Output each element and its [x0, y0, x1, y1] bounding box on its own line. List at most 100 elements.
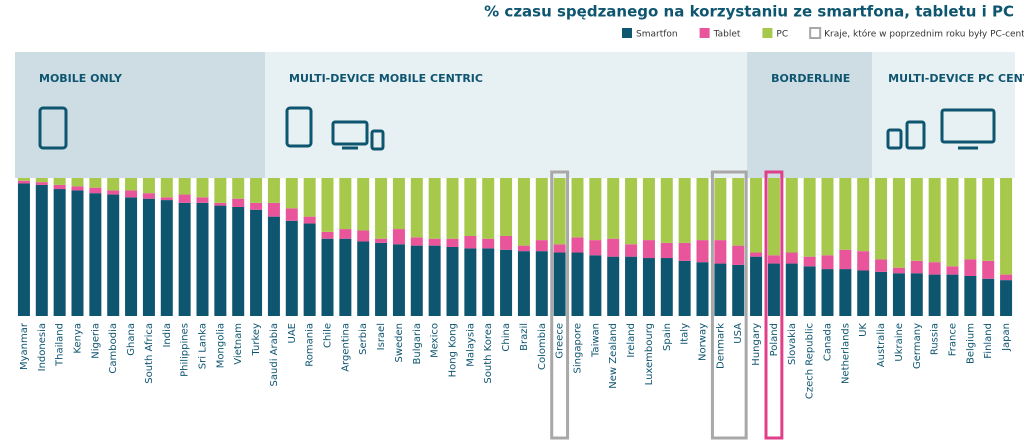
x-tick-label: China [501, 323, 512, 352]
x-tick-label: Canada [823, 323, 834, 361]
bar-segment [428, 245, 441, 316]
bar-segment [160, 197, 173, 201]
bar-segment [500, 249, 513, 316]
x-tick-label: Greece [555, 323, 566, 359]
segment-label: MOBILE ONLY [39, 72, 123, 85]
bar-segment [678, 242, 691, 261]
bar-segment [964, 259, 977, 276]
x-tick-label: UK [858, 323, 869, 337]
bar-segment [785, 252, 798, 264]
bar-segment [750, 256, 763, 316]
x-tick-label: Hong Kong [448, 323, 459, 377]
bar-segment [392, 229, 405, 245]
bar-segment [214, 205, 227, 316]
x-tick-label: Bulgaria [412, 323, 423, 364]
bar-segment [339, 238, 352, 316]
bar-segment [142, 193, 155, 199]
bar-segment [71, 186, 84, 191]
bar-segment [160, 178, 173, 198]
x-tick-label: Chile [323, 323, 334, 348]
bar-segment [89, 193, 102, 316]
bar-segment [17, 183, 30, 316]
x-tick-label: Argentina [340, 323, 351, 372]
bar-segment [642, 258, 655, 316]
bar-segment [482, 238, 495, 249]
bar-segment [303, 178, 316, 217]
legend-outline-swatch [809, 27, 822, 39]
x-tick-label: Colombia [537, 323, 548, 370]
bar-segment [732, 245, 745, 265]
bar-segment [410, 178, 423, 238]
bar-segment [464, 248, 477, 316]
bar-segment [910, 260, 923, 274]
bar-segment [125, 178, 138, 191]
bar-segment [1000, 274, 1013, 281]
bar-segment [482, 248, 495, 316]
outline-box [764, 170, 784, 440]
bar-segment [857, 178, 870, 252]
bar-segment [464, 178, 477, 236]
bar-segment [571, 178, 584, 238]
x-tick-label: Turkey [251, 323, 262, 357]
bar-segment [660, 258, 673, 316]
bar-segment [125, 197, 138, 316]
x-tick-label: Myanmar [19, 322, 30, 370]
x-tick-label: Luxembourg [644, 323, 655, 385]
bar-segment [446, 247, 459, 316]
bar-segment [232, 198, 245, 207]
bar-segment [410, 237, 423, 246]
bar-segment [803, 256, 816, 267]
x-tick-label: Poland [769, 323, 780, 356]
bar-segment [517, 178, 530, 246]
x-tick-label: Serbia [358, 323, 369, 355]
bar-segment [428, 178, 441, 239]
bar-segment [250, 209, 263, 316]
legend-swatch [762, 28, 773, 38]
bar-segment [839, 249, 852, 270]
bar-segment [107, 178, 120, 191]
bar-segment [375, 242, 388, 316]
bar-segment [964, 275, 977, 316]
x-tick-label: Denmark [715, 323, 726, 369]
x-tick-label: Norway [698, 323, 709, 361]
bar-segment [607, 238, 620, 257]
x-tick-label: Ireland [626, 323, 637, 358]
x-tick-label: Germany [912, 323, 923, 369]
x-tick-label: Finland [983, 323, 994, 359]
bar-segment [178, 194, 191, 203]
bar-segment [589, 255, 602, 316]
bar-segment [250, 202, 263, 210]
bar-segment [910, 273, 923, 316]
bar-segment [517, 245, 530, 252]
bar-segment [357, 178, 370, 231]
bar-segment [125, 190, 138, 198]
bar-segment [375, 238, 388, 243]
bar-segment [982, 278, 995, 316]
bar-segment [107, 194, 120, 316]
bar-segment [803, 178, 816, 257]
bar-segment [875, 178, 888, 260]
x-tick-label: Nigeria [90, 323, 101, 359]
bar-segment [321, 231, 334, 239]
bar-segment [767, 255, 780, 264]
bar-segment [625, 244, 638, 257]
segment-panel [872, 52, 1015, 178]
bar-segment [892, 273, 905, 316]
bar-segment [642, 240, 655, 259]
x-tick-label: India [162, 323, 173, 348]
x-tick-label: New Zealand [608, 323, 619, 389]
bar-segment [714, 178, 727, 241]
bar-segment [53, 178, 66, 185]
bar-segment [17, 178, 30, 181]
bar-segment [1000, 178, 1013, 275]
bar-segment [53, 189, 66, 316]
bar-segment [696, 178, 709, 241]
bar-segment [267, 202, 280, 217]
segment-panel [747, 52, 873, 178]
x-tick-label: Vietnam [233, 323, 244, 365]
bar-segment [35, 184, 48, 316]
bar-segment [464, 235, 477, 249]
bar-segment [660, 242, 673, 259]
bar-segment [196, 202, 209, 316]
bar-segment [285, 220, 298, 316]
